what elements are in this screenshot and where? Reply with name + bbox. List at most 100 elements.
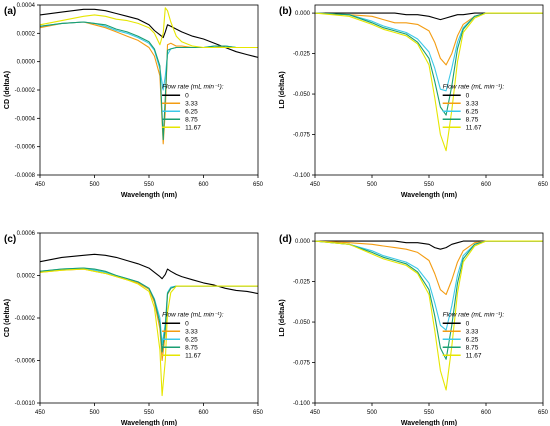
y-tick-label: -0.0006 xyxy=(15,359,36,365)
y-tick-label: -0.0008 xyxy=(15,173,36,179)
panel-label: (a) xyxy=(4,6,16,17)
y-tick-label: -0.0002 xyxy=(15,316,36,322)
x-tick-label: 650 xyxy=(538,182,549,188)
y-tick-label: 0.0000 xyxy=(17,60,36,66)
y-tick-label: 0.000 xyxy=(295,239,311,245)
series-line-8-75 xyxy=(314,240,543,360)
legend-title: Flow rate (mL min⁻¹): xyxy=(443,311,505,318)
series-line-3-33 xyxy=(39,268,258,362)
x-axis-label: Wavelength (nm) xyxy=(121,420,177,426)
series-line-6-25 xyxy=(314,240,543,331)
x-tick-label: 650 xyxy=(253,182,264,188)
chart-panel-3: 450 500 550 600 650 0.0006 0.0002 -0.0002 -0.000… xyxy=(4,231,264,426)
legend-title: Flow rate (mL min⁻¹): xyxy=(443,83,505,90)
y-tick-label: 0.0006 xyxy=(17,231,36,237)
legend-label: 8.75 xyxy=(185,344,198,351)
series-line-8-75 xyxy=(314,12,543,116)
series-line-6-25 xyxy=(39,267,258,346)
legend-label: 11.67 xyxy=(185,124,201,131)
series-line-6-25 xyxy=(39,21,258,91)
legend-label: 11.67 xyxy=(185,352,201,359)
series-line-6-25 xyxy=(314,12,543,92)
x-tick-label: 550 xyxy=(144,410,155,416)
x-tick-label: 500 xyxy=(367,410,378,416)
legend-label: 11.67 xyxy=(466,124,482,131)
y-tick-label: -0.075 xyxy=(293,133,311,139)
x-tick-label: 500 xyxy=(89,410,100,416)
series-line-11-67 xyxy=(314,12,543,152)
series-line-11-67 xyxy=(39,7,258,49)
legend-label: 3.33 xyxy=(466,328,479,335)
legend-label: 0 xyxy=(466,320,470,327)
x-tick-label: 600 xyxy=(481,182,492,188)
legend-title: Flow rate (mL min⁻¹): xyxy=(162,311,224,318)
legend-label: 0 xyxy=(185,320,189,327)
panel-label: (b) xyxy=(279,6,292,17)
series-line-11-67 xyxy=(39,268,258,397)
x-tick-label: 600 xyxy=(198,410,209,416)
y-axis-label: LD (deltaA) xyxy=(279,299,286,336)
series-line-0 xyxy=(39,8,259,58)
plot-frame xyxy=(39,232,259,404)
series-line-11-67 xyxy=(314,240,543,391)
x-tick-label: 550 xyxy=(144,182,155,188)
legend-label: 8.75 xyxy=(466,344,479,351)
chart-panel-4: 450 500 550 600 650 0.000 -0.025 -0.050 -0.075 -0… xyxy=(279,232,549,426)
y-tick-label: -0.0010 xyxy=(15,401,36,407)
y-tick-label: 0.0002 xyxy=(17,31,36,37)
x-tick-label: 450 xyxy=(35,410,46,416)
legend-label: 3.33 xyxy=(185,100,198,107)
legend-label: 6.25 xyxy=(466,336,479,343)
x-tick-label: 650 xyxy=(538,410,549,416)
x-axis-label: Wavelength (nm) xyxy=(121,192,177,199)
series-line-0 xyxy=(315,240,543,250)
y-tick-label: -0.025 xyxy=(293,52,311,58)
y-tick-label: 0.000 xyxy=(295,11,311,17)
y-tick-label: 0.0002 xyxy=(17,274,36,280)
series-line-8-75 xyxy=(39,21,258,141)
x-tick-label: 550 xyxy=(424,182,435,188)
y-tick-label: -0.025 xyxy=(293,280,311,286)
legend-label: 6.25 xyxy=(185,108,198,115)
y-tick-label: -0.100 xyxy=(293,401,311,407)
y-axis-label: LD (deltaA) xyxy=(279,71,286,108)
plot-frame xyxy=(314,232,544,404)
y-tick-label: -0.0004 xyxy=(15,116,36,122)
y-tick-label: -0.0006 xyxy=(15,145,36,151)
legend-label: 3.33 xyxy=(185,328,198,335)
x-tick-label: 600 xyxy=(481,410,492,416)
x-axis-label: Wavelength (nm) xyxy=(401,192,457,199)
x-tick-label: 550 xyxy=(424,410,435,416)
x-tick-label: 450 xyxy=(310,410,321,416)
series-line-3-33 xyxy=(314,12,543,66)
x-tick-label: 500 xyxy=(367,182,378,188)
legend-label: 0 xyxy=(466,92,470,99)
x-tick-label: 500 xyxy=(89,182,100,188)
x-tick-label: 450 xyxy=(35,182,46,188)
x-tick-label: 600 xyxy=(198,182,209,188)
y-tick-label: -0.100 xyxy=(293,173,311,179)
legend-label: 8.75 xyxy=(466,116,479,123)
x-tick-label: 450 xyxy=(310,182,321,188)
panel-label: (c) xyxy=(4,234,16,245)
chart-panel-2: 450 500 550 600 650 0.000 -0.025 -0.050 -0.075 -0… xyxy=(279,4,549,199)
legend-label: 11.67 xyxy=(466,352,482,359)
plot-frame xyxy=(39,4,259,176)
y-axis-label: CD (deltaA) xyxy=(4,299,11,337)
series-line-3-33 xyxy=(314,240,543,296)
y-tick-label: -0.050 xyxy=(293,92,311,98)
series-line-0 xyxy=(315,12,543,21)
y-tick-label: 0.0004 xyxy=(17,3,36,9)
x-axis-label: Wavelength (nm) xyxy=(401,420,457,426)
panel-label: (d) xyxy=(279,234,292,245)
series-line-8-75 xyxy=(39,267,258,353)
legend-label: 0 xyxy=(185,92,189,99)
y-axis-label: CD (deltaA) xyxy=(4,71,11,109)
x-tick-label: 650 xyxy=(253,410,264,416)
legend-label: 6.25 xyxy=(185,336,198,343)
